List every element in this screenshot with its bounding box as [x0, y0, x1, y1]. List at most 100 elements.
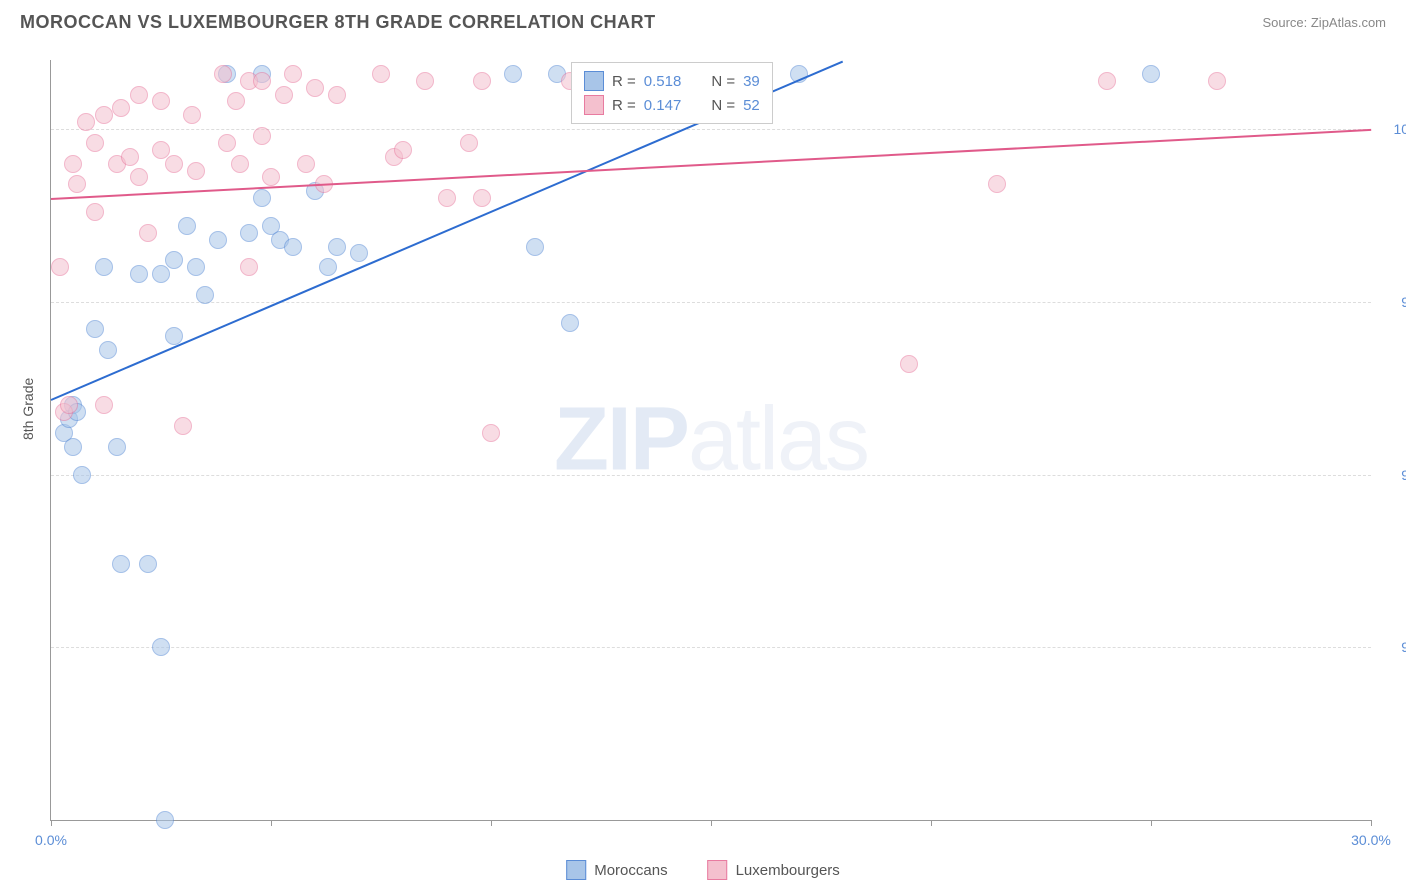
legend-label: Moroccans [594, 862, 667, 879]
data-point [60, 396, 78, 414]
x-tick [931, 820, 932, 826]
bottom-legend: Moroccans Luxembourgers [566, 860, 840, 880]
data-point [900, 355, 918, 373]
data-point [99, 341, 117, 359]
x-tick-label: 30.0% [1351, 832, 1391, 848]
legend-swatch [566, 860, 586, 880]
data-point [165, 155, 183, 173]
y-tick-label: 100.0% [1381, 121, 1406, 137]
data-point [130, 265, 148, 283]
data-point [108, 438, 126, 456]
gridline [51, 647, 1371, 648]
n-label: N = [711, 97, 735, 114]
r-label: R = [612, 97, 636, 114]
y-tick-label: 92.5% [1381, 639, 1406, 655]
data-point [187, 162, 205, 180]
data-point [51, 258, 69, 276]
data-point [319, 258, 337, 276]
data-point [86, 203, 104, 221]
correlation-legend: R = 0.518 N = 39 R = 0.147 N = 52 [571, 62, 773, 124]
data-point [64, 155, 82, 173]
legend-row: R = 0.147 N = 52 [584, 93, 760, 117]
data-point [262, 168, 280, 186]
n-label: N = [711, 73, 735, 90]
data-point [284, 238, 302, 256]
data-point [240, 224, 258, 242]
data-point [209, 231, 227, 249]
legend-swatch [708, 860, 728, 880]
data-point [139, 555, 157, 573]
source-attribution: Source: ZipAtlas.com [1262, 15, 1386, 30]
data-point [95, 258, 113, 276]
gridline [51, 475, 1371, 476]
y-tick-label: 95.0% [1381, 467, 1406, 483]
data-point [297, 155, 315, 173]
data-point [68, 175, 86, 193]
r-value: 0.518 [644, 73, 682, 90]
data-point [86, 134, 104, 152]
y-axis-label: 8th Grade [20, 378, 36, 440]
data-point [328, 238, 346, 256]
data-point [156, 811, 174, 829]
data-point [165, 251, 183, 269]
r-value: 0.147 [644, 97, 682, 114]
data-point [561, 314, 579, 332]
legend-item: Luxembourgers [708, 860, 840, 880]
data-point [275, 86, 293, 104]
x-tick [1151, 820, 1152, 826]
data-point [372, 65, 390, 83]
scatter-chart: ZIPatlas 92.5%95.0%97.5%100.0%0.0%30.0%R… [50, 60, 1371, 821]
data-point [473, 189, 491, 207]
data-point [139, 224, 157, 242]
data-point [284, 65, 302, 83]
data-point [86, 320, 104, 338]
data-point [253, 127, 271, 145]
n-value: 52 [743, 97, 760, 114]
legend-label: Luxembourgers [736, 862, 840, 879]
data-point [121, 148, 139, 166]
legend-row: R =0.518N =39 [584, 69, 760, 93]
x-tick [1371, 820, 1372, 826]
data-point [174, 417, 192, 435]
data-point [1098, 72, 1116, 90]
data-point [473, 72, 491, 90]
legend-item: Moroccans [566, 860, 667, 880]
data-point [196, 286, 214, 304]
data-point [152, 638, 170, 656]
data-point [152, 92, 170, 110]
data-point [1142, 65, 1160, 83]
data-point [482, 424, 500, 442]
x-tick [51, 820, 52, 826]
data-point [183, 106, 201, 124]
data-point [130, 86, 148, 104]
data-point [1208, 72, 1226, 90]
data-point [350, 244, 368, 262]
data-point [73, 466, 91, 484]
data-point [95, 106, 113, 124]
data-point [416, 72, 434, 90]
data-point [460, 134, 478, 152]
data-point [504, 65, 522, 83]
data-point [253, 72, 271, 90]
data-point [218, 134, 236, 152]
watermark: ZIPatlas [554, 389, 868, 492]
data-point [77, 113, 95, 131]
chart-title: MOROCCAN VS LUXEMBOURGER 8TH GRADE CORRE… [20, 12, 656, 33]
data-point [328, 86, 346, 104]
x-tick [491, 820, 492, 826]
x-tick [711, 820, 712, 826]
y-tick-label: 97.5% [1381, 294, 1406, 310]
x-tick [271, 820, 272, 826]
header: MOROCCAN VS LUXEMBOURGER 8TH GRADE CORRE… [0, 0, 1406, 41]
data-point [988, 175, 1006, 193]
gridline [51, 129, 1371, 130]
legend-swatch [584, 71, 604, 91]
x-tick-label: 0.0% [35, 832, 67, 848]
data-point [227, 92, 245, 110]
data-point [64, 438, 82, 456]
n-value: 39 [743, 73, 760, 90]
data-point [306, 79, 324, 97]
data-point [253, 189, 271, 207]
data-point [187, 258, 205, 276]
data-point [178, 217, 196, 235]
